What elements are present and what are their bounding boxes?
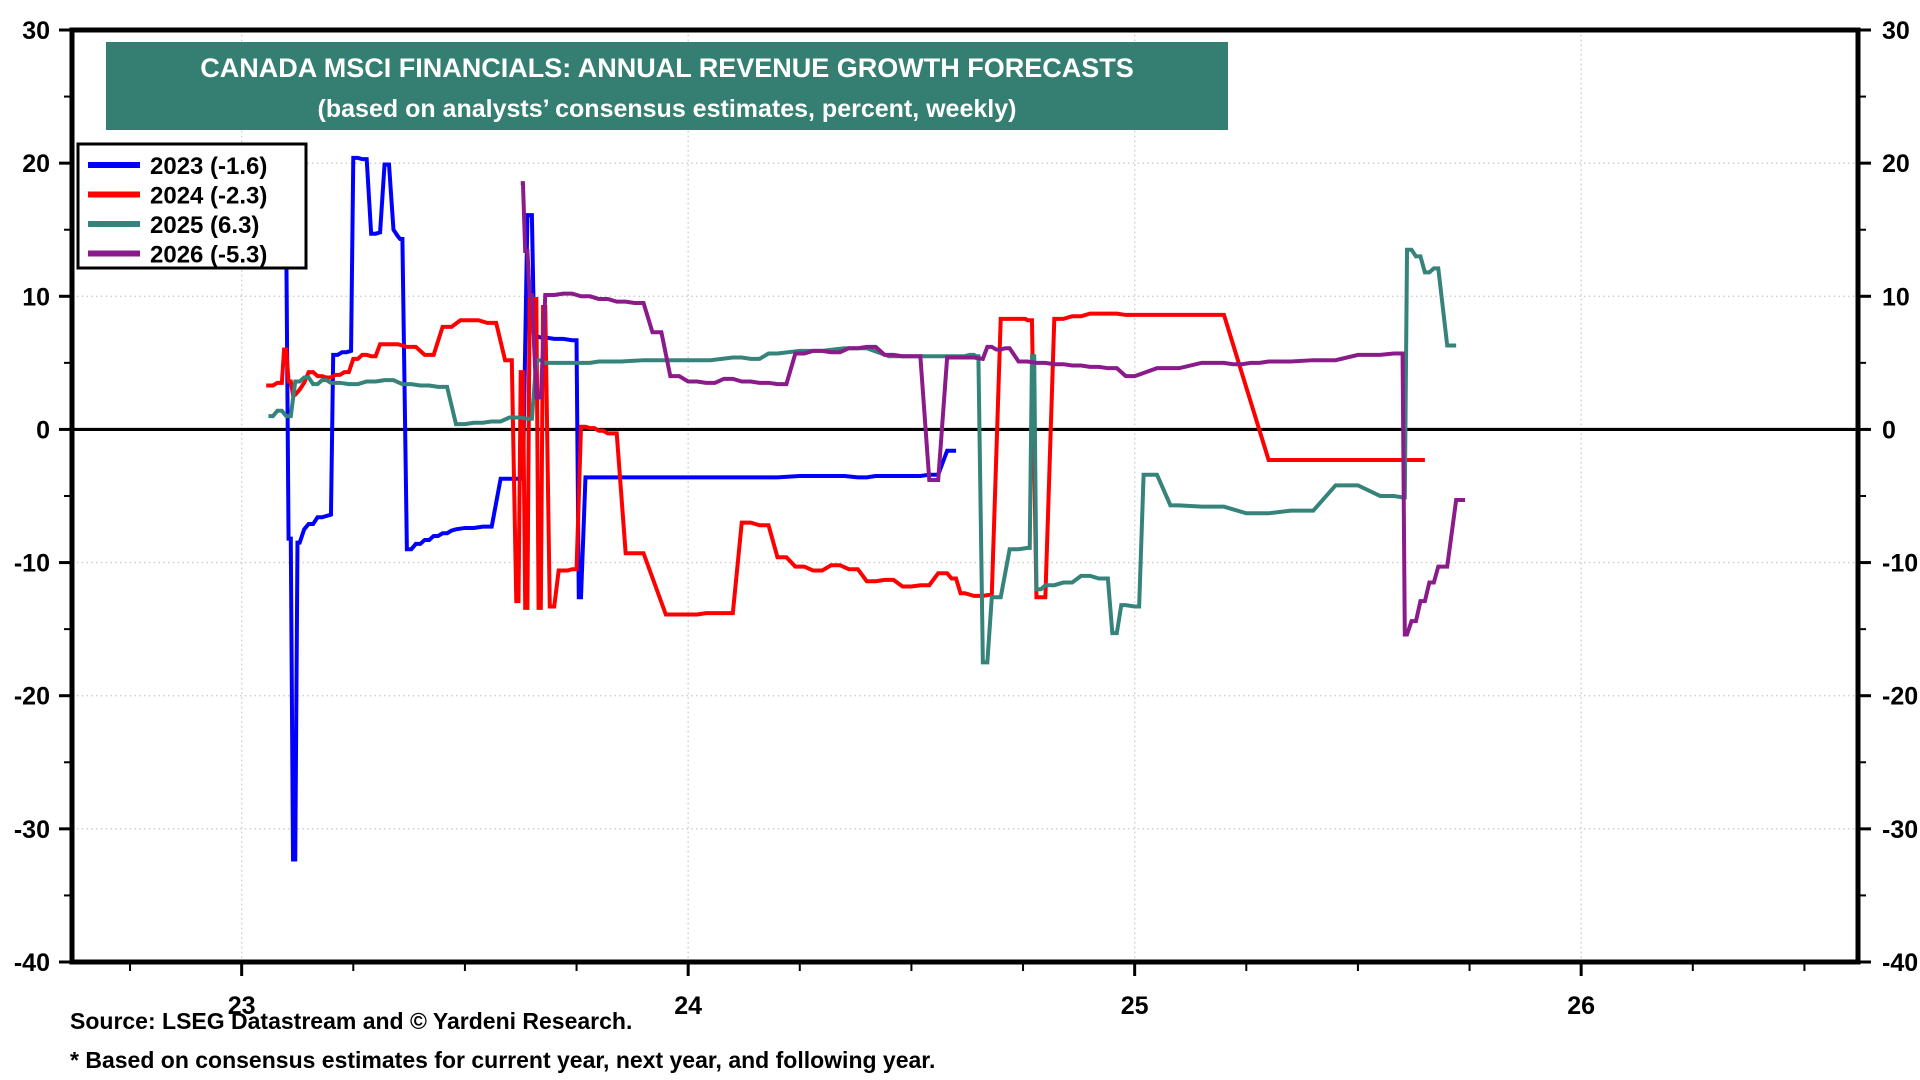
y-tick-label-left: 20 <box>22 150 50 178</box>
x-tick-label: 25 <box>1121 992 1149 1020</box>
data-series-group <box>266 155 1466 862</box>
y-tick-label-left: -30 <box>14 816 50 844</box>
y-tick-label-right: 0 <box>1882 416 1896 444</box>
source-note: Source: LSEG Datastream and © Yardeni Re… <box>70 1008 632 1034</box>
title-banner: CANADA MSCI FINANCIALS: ANNUAL REVENUE G… <box>106 42 1228 130</box>
legend-label-2026: 2026 (-5.3) <box>150 242 267 269</box>
series-line-2025 <box>268 247 1457 665</box>
plot-frame <box>69 27 1861 965</box>
y-tick-label-right: 20 <box>1882 150 1910 178</box>
y-axis-labels-left: 30 20 10 0 -10 -20 -30 -40 <box>14 17 50 977</box>
y-tick-label-left: 30 <box>22 17 50 45</box>
legend-label-2023: 2023 (-1.6) <box>150 153 267 180</box>
x-tick-label: 26 <box>1567 992 1595 1020</box>
y-tick-label-right: -20 <box>1882 683 1918 711</box>
y-tick-label-right: -30 <box>1882 816 1918 844</box>
y-axis-labels-right: 30 20 10 0 -10 -20 -30 -40 <box>1882 17 1918 977</box>
series-line-2026 <box>520 181 1466 637</box>
x-axis-labels: 23 24 25 26 <box>228 992 1595 1020</box>
y-tick-label-right: -40 <box>1882 949 1918 977</box>
y-tick-label-left: -10 <box>14 550 50 578</box>
title-banner-background <box>106 42 1228 130</box>
chart-title: CANADA MSCI FINANCIALS: ANNUAL REVENUE G… <box>200 53 1134 83</box>
methodology-note: * Based on consensus estimates for curre… <box>70 1047 935 1073</box>
legend-label-2024: 2024 (-2.3) <box>150 183 267 210</box>
y-tick-label-right: 30 <box>1882 17 1910 45</box>
x-tick-label: 24 <box>674 992 702 1020</box>
y-tick-label-right: 10 <box>1882 283 1910 311</box>
grid-lines <box>72 30 1858 962</box>
y-tick-label-right: -10 <box>1882 550 1918 578</box>
x-tick-label: 23 <box>228 992 256 1020</box>
y-tick-label-left: 10 <box>22 283 50 311</box>
series-line-2024 <box>266 295 1425 617</box>
chart-legend: 2023 (-1.6) 2024 (-2.3)2025 (6.3) 2026 (-5… <box>76 142 308 270</box>
y-tick-label-left: -40 <box>14 949 50 977</box>
series-line-2023 <box>268 155 957 862</box>
legend-label-2025: 2025 (6.3) <box>150 212 259 239</box>
chart-subtitle: (based on analysts’ consensus estimates,… <box>318 95 1017 123</box>
y-tick-label-left: 0 <box>36 416 50 444</box>
y-tick-label-left: -20 <box>14 683 50 711</box>
